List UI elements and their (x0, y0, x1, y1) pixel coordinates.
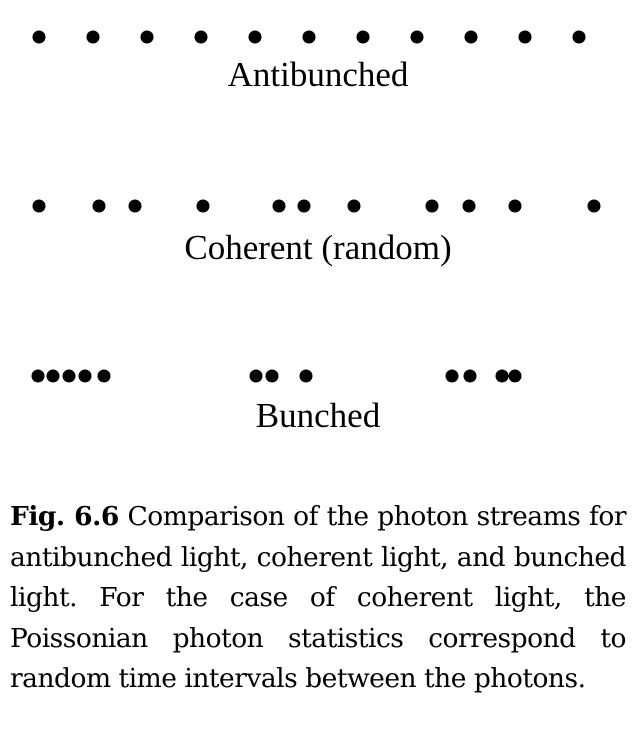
antibunched-photon-dot (140, 30, 154, 44)
antibunched-photon-stream (32, 30, 586, 44)
bunched-photon-dot (445, 369, 459, 383)
coherent-photon-dot (347, 199, 361, 213)
bunched-photon-dot (495, 369, 509, 383)
caption-text: Comparison of the photon streams for ant… (10, 501, 627, 694)
coherent-photon-dot (508, 199, 522, 213)
coherent-photon-dot (196, 199, 210, 213)
antibunched-photon-dot (356, 30, 370, 44)
coherent-photon-dot (128, 199, 142, 213)
antibunched-photon-dot (518, 30, 532, 44)
figure-number: Fig. 6.6 (10, 501, 119, 532)
coherent-photon-dot (272, 199, 286, 213)
bunched-label: Bunched (255, 396, 381, 435)
bunched-photon-dot (463, 369, 477, 383)
bunched-photon-dot (508, 369, 522, 383)
antibunched-photon-dot (86, 30, 100, 44)
antibunched-photon-dot (194, 30, 208, 44)
bunched-photon-dot (46, 369, 60, 383)
bunched-photon-dot (62, 369, 76, 383)
bunched-photon-dot (249, 369, 263, 383)
coherent-photon-dot (462, 199, 476, 213)
coherent-photon-dot (297, 199, 311, 213)
coherent-photon-dot (92, 199, 106, 213)
antibunched-label: Antibunched (227, 55, 409, 94)
bunched-photon-dot (78, 369, 92, 383)
bunched-photon-dot (265, 369, 279, 383)
antibunched-photon-dot (248, 30, 262, 44)
coherent-photon-stream (32, 199, 601, 213)
photon-stream-diagram (31, 30, 601, 383)
bunched-photon-dot (97, 369, 111, 383)
coherent-photon-dot (587, 199, 601, 213)
antibunched-photon-dot (32, 30, 46, 44)
bunched-photon-dot (31, 369, 45, 383)
coherent-photon-dot (32, 199, 46, 213)
figure-caption: Fig. 6.6 Comparison of the photon stream… (10, 497, 627, 700)
antibunched-photon-dot (572, 30, 586, 44)
antibunched-photon-dot (410, 30, 424, 44)
bunched-photon-stream (31, 369, 522, 383)
bunched-photon-dot (299, 369, 313, 383)
coherent-label: Coherent (random) (184, 228, 452, 267)
coherent-photon-dot (425, 199, 439, 213)
antibunched-photon-dot (464, 30, 478, 44)
antibunched-photon-dot (302, 30, 316, 44)
